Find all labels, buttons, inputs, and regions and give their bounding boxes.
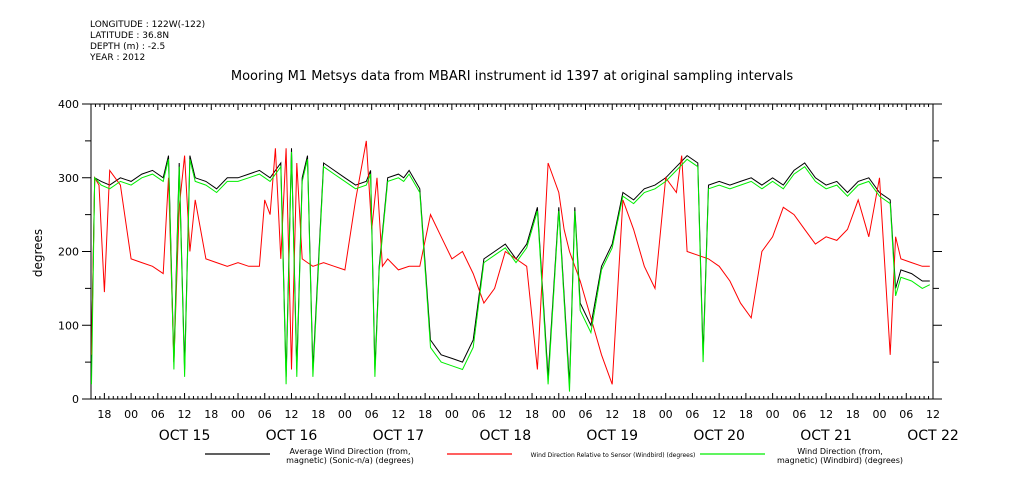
legend-label-3: Wind Direction (from, [797, 447, 883, 456]
x-day-label: OCT 21 [800, 428, 852, 444]
x-hour-label: 18 [739, 408, 753, 421]
legend-label-1: magnetic) (Sonic-n/a) (degrees) [286, 456, 414, 465]
year-label: YEAR : 2012 [90, 53, 146, 63]
x-hour-label: 12 [178, 408, 192, 421]
latitude-label: LATITUDE : 36.8N [90, 31, 170, 41]
x-hour-label: 06 [472, 408, 486, 421]
x-hour-label: 12 [391, 408, 405, 421]
x-hour-label: 18 [204, 408, 218, 421]
x-day-label: OCT 20 [693, 428, 745, 444]
x-hour-label: 00 [552, 408, 566, 421]
y-tick-label: 0 [72, 393, 79, 406]
x-hour-label: 18 [311, 408, 325, 421]
x-hour-label: 06 [579, 408, 593, 421]
series-line-1 [91, 148, 930, 385]
x-hour-label: 12 [712, 408, 726, 421]
x-hour-label: 00 [338, 408, 352, 421]
x-hour-label: 06 [685, 408, 699, 421]
y-tick-label: 400 [58, 98, 79, 111]
series-line-3 [91, 151, 931, 392]
x-hour-label: 18 [846, 408, 860, 421]
series-line-2 [91, 140, 930, 385]
x-hour-label: 12 [819, 408, 833, 421]
chart-title: Mooring M1 Metsys data from MBARI instru… [231, 69, 793, 84]
longitude-label: LONGITUDE : 122W(-122) [90, 20, 206, 30]
y-axis-label: degrees [31, 229, 45, 277]
legend-label-3: magnetic) (Windbird) (degrees) [777, 456, 903, 465]
x-hour-label: 18 [525, 408, 539, 421]
x-hour-label: 12 [605, 408, 619, 421]
x-day-label: OCT 17 [373, 428, 425, 444]
x-hour-label: 06 [258, 408, 272, 421]
legend-label-2: Wind Direction Relative to Sensor (Windb… [531, 452, 696, 459]
x-hour-label: 00 [445, 408, 459, 421]
x-hour-label: 12 [284, 408, 298, 421]
plot-frame [90, 103, 934, 400]
x-hour-label: 06 [899, 408, 913, 421]
x-hour-label: 12 [498, 408, 512, 421]
x-hour-label: 00 [873, 408, 887, 421]
x-hour-label: 06 [151, 408, 165, 421]
y-tick-label: 200 [58, 246, 79, 259]
x-hour-label: 12 [926, 408, 940, 421]
x-hour-label: 00 [766, 408, 780, 421]
y-tick-label: 300 [58, 172, 79, 185]
x-hour-label: 00 [231, 408, 245, 421]
x-hour-label: 00 [124, 408, 138, 421]
x-hour-label: 18 [418, 408, 432, 421]
depth-label: DEPTH (m) : -2.5 [90, 42, 166, 52]
x-hour-label: 06 [365, 408, 379, 421]
legend-label-1: Average Wind Direction (from, [289, 447, 410, 456]
y-tick-label: 100 [58, 319, 79, 332]
x-hour-label: 00 [659, 408, 673, 421]
x-hour-label: 18 [97, 408, 111, 421]
x-day-label: OCT 22 [907, 428, 959, 444]
x-day-label: OCT 16 [266, 428, 318, 444]
metadata-block: LONGITUDE : 122W(-122) LATITUDE : 36.8N … [90, 20, 205, 64]
x-hour-label: 06 [792, 408, 806, 421]
x-day-label: OCT 19 [586, 428, 638, 444]
x-hour-label: 18 [632, 408, 646, 421]
x-day-label: OCT 15 [159, 428, 211, 444]
x-day-label: OCT 18 [480, 428, 532, 444]
